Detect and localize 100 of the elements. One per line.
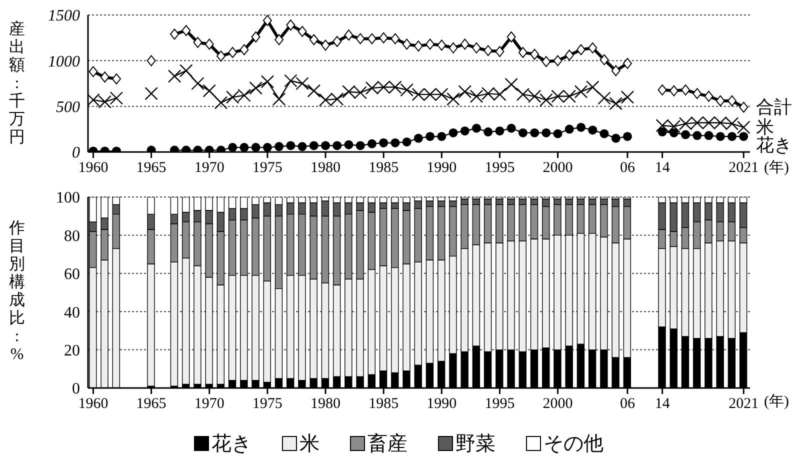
y-tick-label: 100 (56, 190, 80, 207)
x-tick-label: 14 (654, 160, 670, 176)
point (518, 46, 528, 58)
x-tick-label: 1990 (426, 396, 457, 412)
series-label: 米 (756, 117, 774, 138)
point (228, 142, 238, 152)
point (356, 141, 365, 150)
point (144, 86, 158, 100)
point (484, 45, 493, 56)
point (681, 84, 690, 96)
legend-label: 米 (300, 432, 320, 457)
point (286, 141, 296, 150)
point (88, 66, 98, 78)
point (332, 141, 342, 150)
x-tick-label: 14 (654, 396, 670, 412)
point (739, 132, 748, 141)
point (298, 26, 307, 37)
point (321, 40, 330, 51)
point (112, 73, 121, 84)
point (542, 56, 551, 68)
point (600, 129, 609, 138)
point (367, 139, 376, 148)
point (658, 127, 667, 136)
point (390, 33, 400, 44)
point (448, 42, 458, 54)
point (460, 38, 470, 50)
point (228, 46, 238, 58)
x-tick-label: 2021 (728, 160, 759, 176)
point (669, 85, 678, 96)
x-tick-label: 1960 (78, 396, 108, 412)
point (540, 93, 553, 107)
point (609, 96, 622, 110)
point (100, 72, 110, 83)
point (716, 95, 725, 106)
point (202, 84, 216, 98)
point (168, 70, 182, 83)
point (251, 142, 260, 152)
point (692, 88, 702, 100)
point (274, 142, 284, 152)
y-tick-label: 20 (64, 342, 80, 360)
point (146, 55, 156, 66)
point (379, 32, 388, 44)
point (272, 92, 286, 106)
point (307, 84, 320, 98)
point (574, 85, 588, 98)
point (437, 40, 446, 51)
point (251, 31, 260, 42)
point (598, 92, 611, 105)
point (448, 128, 458, 138)
x-tick-label: 2021 (728, 396, 759, 412)
legend-label: 野菜 (456, 432, 496, 457)
series-label: 花き (756, 135, 792, 156)
point (110, 92, 124, 105)
x-tick-label: 06 (620, 160, 636, 176)
point (426, 132, 435, 141)
point (553, 129, 562, 138)
y-tick-label: 80 (64, 228, 80, 245)
point (260, 75, 274, 88)
point (658, 84, 667, 96)
point (564, 124, 574, 134)
point (495, 126, 504, 136)
point (426, 38, 435, 50)
point (414, 40, 423, 52)
point (588, 126, 598, 135)
point (576, 122, 586, 132)
point (298, 142, 307, 152)
x-tick-label: 1960 (78, 160, 108, 176)
y-tick-label: 0 (72, 144, 80, 162)
y-tick-label: 1500 (48, 8, 80, 25)
point (379, 138, 388, 148)
legend-label: 花き (212, 432, 252, 457)
point (414, 134, 423, 143)
point (204, 38, 214, 50)
point (564, 50, 574, 61)
y-tick-label: 0 (72, 380, 80, 398)
point (240, 142, 249, 152)
point (518, 128, 528, 138)
point (390, 138, 400, 148)
x-tick-label: 1970 (194, 396, 224, 412)
x-tick-label: 1995 (484, 396, 515, 412)
point (530, 128, 540, 138)
point (586, 80, 600, 94)
point (240, 44, 249, 56)
point (611, 65, 620, 76)
point (484, 127, 493, 136)
y-tick-label: 1000 (48, 53, 80, 70)
point (321, 141, 330, 150)
x-tick-label: 2000 (542, 160, 573, 176)
point (716, 132, 725, 141)
x-tick-label: 1980 (310, 396, 341, 412)
x-tick-label: 1965 (136, 160, 166, 176)
point (506, 31, 516, 42)
point (600, 54, 609, 66)
point (332, 36, 342, 47)
point (309, 141, 318, 150)
x-tick-label: 1965 (136, 396, 166, 412)
point (576, 44, 586, 56)
point (504, 78, 518, 92)
point (344, 30, 354, 41)
point (588, 42, 598, 54)
